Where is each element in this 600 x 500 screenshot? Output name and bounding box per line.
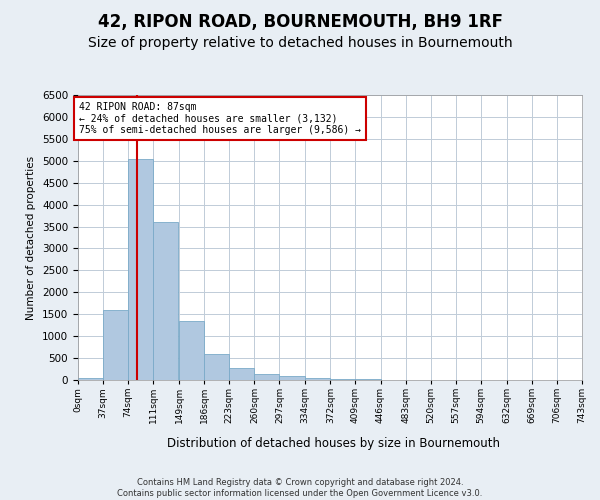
Text: Contains HM Land Registry data © Crown copyright and database right 2024.
Contai: Contains HM Land Registry data © Crown c… [118,478,482,498]
Text: Size of property relative to detached houses in Bournemouth: Size of property relative to detached ho… [88,36,512,50]
Text: 42 RIPON ROAD: 87sqm
← 24% of detached houses are smaller (3,132)
75% of semi-de: 42 RIPON ROAD: 87sqm ← 24% of detached h… [79,102,361,135]
Bar [280,376,305,380]
Bar [305,378,329,380]
Bar [153,222,178,380]
Bar [179,321,204,380]
Bar [331,378,355,380]
Bar [128,158,153,380]
Text: 42, RIPON ROAD, BOURNEMOUTH, BH9 1RF: 42, RIPON ROAD, BOURNEMOUTH, BH9 1RF [97,12,503,30]
Bar [204,354,229,380]
Bar [78,378,103,380]
Bar [103,310,128,380]
Y-axis label: Number of detached properties: Number of detached properties [26,156,37,320]
Bar [229,368,254,380]
Bar [254,374,280,380]
Text: Distribution of detached houses by size in Bournemouth: Distribution of detached houses by size … [167,438,500,450]
